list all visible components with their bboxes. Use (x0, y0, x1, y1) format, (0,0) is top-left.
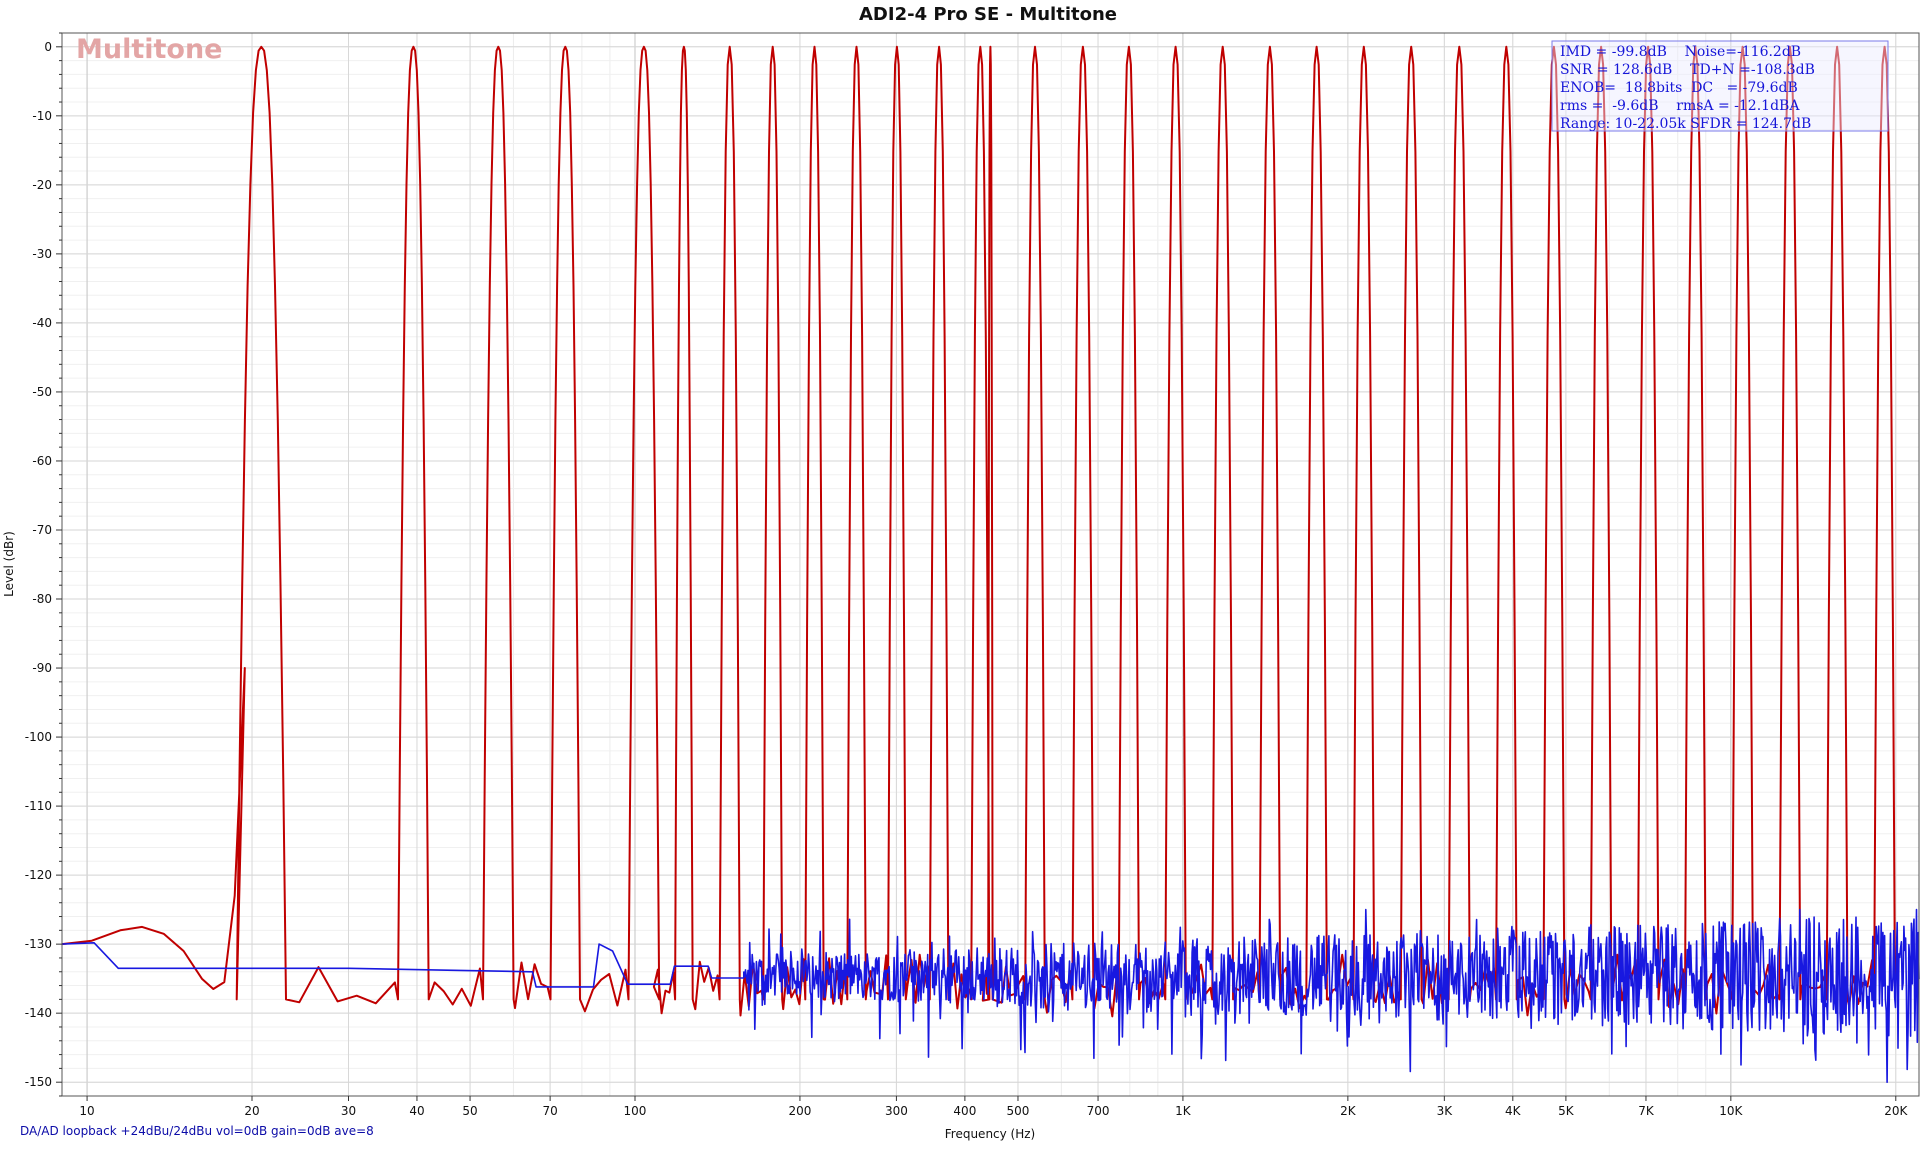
y-tick-label: -140 (25, 1006, 52, 1020)
stats-line: ENOB= 18.8bits DC = -79.6dB (1560, 80, 1798, 96)
x-tick-label: 30 (341, 1104, 356, 1118)
y-tick-label: -70 (32, 523, 52, 537)
stats-line: IMD = -99.8dB Noise=-116.2dB (1560, 44, 1801, 60)
stats-line: SNR = 128.6dB TD+N =-108.3dB (1560, 62, 1815, 78)
y-tick-label: 0 (44, 40, 52, 54)
x-tick-label: 10K (1719, 1104, 1743, 1118)
x-tick-label: 10 (79, 1104, 94, 1118)
y-tick-label: -50 (32, 385, 52, 399)
plot-frame (61, 32, 1920, 1097)
y-tick-label: -10 (32, 109, 52, 123)
x-tick-label: 20K (1884, 1104, 1908, 1118)
y-tick-label: -130 (25, 937, 52, 951)
x-tick-label: 500 (1007, 1104, 1030, 1118)
x-tick-label: 700 (1087, 1104, 1110, 1118)
y-tick-label: -80 (32, 592, 52, 606)
y-tick-label: -110 (25, 799, 52, 813)
x-tick-label: 5K (1558, 1104, 1575, 1118)
x-tick-label: 200 (788, 1104, 811, 1118)
y-tick-label: -120 (25, 868, 52, 882)
x-tick-label: 3K (1437, 1104, 1454, 1118)
y-tick-label: -40 (32, 316, 52, 330)
x-tick-label: 7K (1638, 1104, 1655, 1118)
plot-area (61, 45, 1920, 1083)
x-tick-label: 4K (1505, 1104, 1522, 1118)
stats-line: Range: 10-22.05k SFDR = 124.7dB (1560, 116, 1811, 132)
x-tick-label: 40 (409, 1104, 424, 1118)
chart-title: ADI2-4 Pro SE - Multitone (859, 4, 1117, 25)
series-line-red (61, 45, 1896, 1018)
x-tick-label: 100 (624, 1104, 647, 1118)
watermark-text: Multitone (76, 34, 223, 65)
y-tick-label: -100 (25, 730, 52, 744)
x-tick-label: 50 (462, 1104, 477, 1118)
y-axis-label: Level (dBr) (2, 531, 16, 597)
x-axis-label: Frequency (Hz) (945, 1127, 1036, 1141)
stats-box (1551, 40, 1889, 132)
x-tick-label: 70 (542, 1104, 557, 1118)
series-line-blue (61, 908, 1920, 1083)
y-tick-label: -90 (32, 661, 52, 675)
y-tick-label: -20 (32, 178, 52, 192)
x-tick-label: 20 (244, 1104, 259, 1118)
x-tick-label: 1K (1175, 1104, 1192, 1118)
stats-panel: IMD = -99.8dB Noise=-116.2dB SNR = 128.6d… (1560, 44, 1815, 132)
y-tick-label: -150 (25, 1075, 52, 1089)
y-tick-label: -60 (32, 454, 52, 468)
axes: 10 20 30 40 50 70 100 200 300 400 500 700 1K 2K 3K 4K 5K… (25, 32, 1908, 1118)
y-tick-label: -30 (32, 247, 52, 261)
stats-line: rms = -9.6dB rmsA = -12.1dBA (1560, 98, 1800, 114)
footer-note: DA/AD loopback +24dBu/24dBu vol=0dB gain… (20, 1124, 374, 1138)
x-tick-label: 400 (953, 1104, 976, 1118)
x-tick-label: 300 (885, 1104, 908, 1118)
x-tick-label: 2K (1340, 1104, 1357, 1118)
